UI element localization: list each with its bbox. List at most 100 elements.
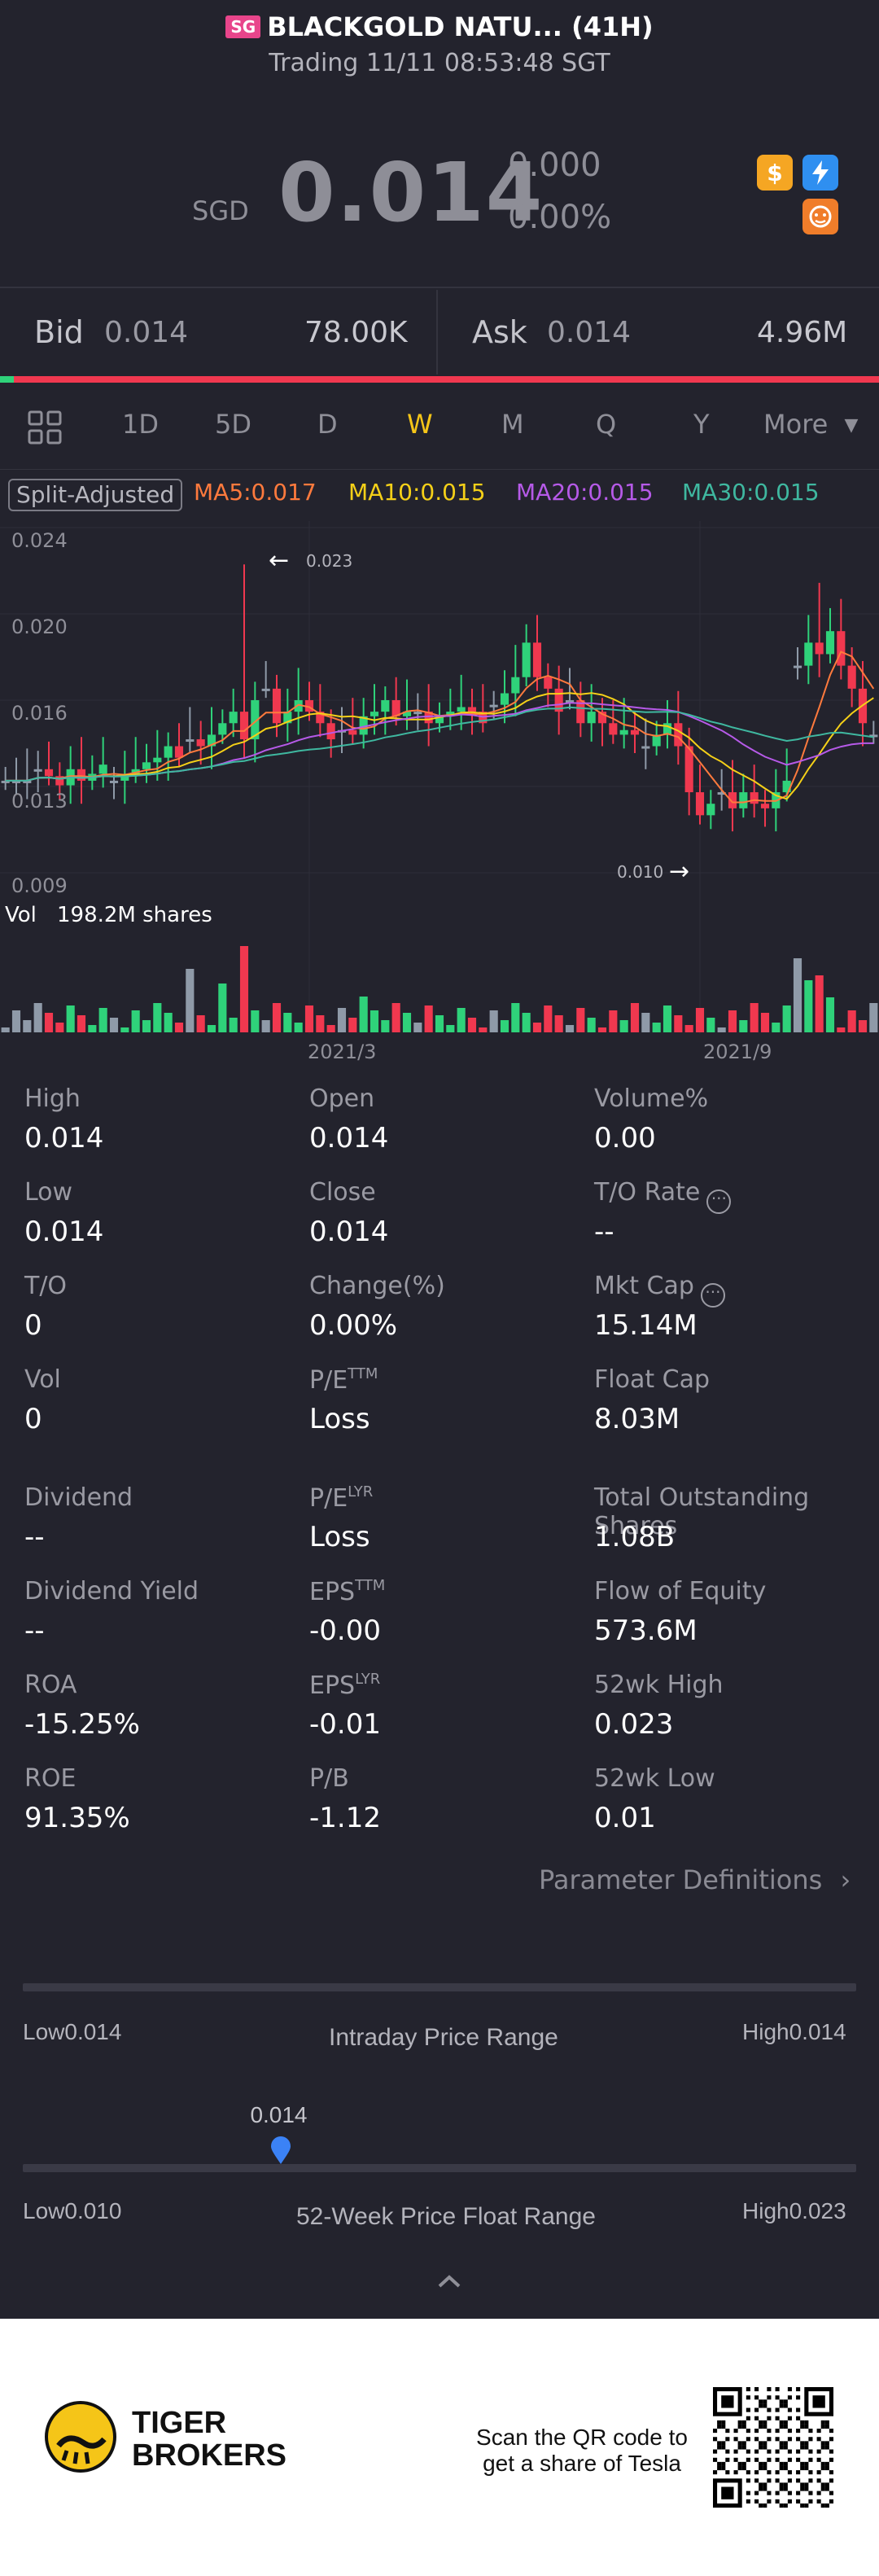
candle-body [142,762,151,769]
tab-5d[interactable]: 5D [215,409,251,440]
ma10-line [5,692,874,800]
week52-high-value: 0.023 [789,2198,846,2223]
qr-module [721,2465,726,2471]
brand-line1: TIGER [132,2406,227,2440]
candle-body [532,642,542,677]
qr-module [800,2486,805,2491]
tab-1d[interactable]: 1D [122,409,159,440]
tabs-divider [0,469,879,470]
volume-bar [316,1015,325,1032]
qr-module [804,2445,809,2450]
volume-bar [381,1020,390,1032]
qr-module [746,2491,750,2495]
qr-module [763,2503,767,2508]
qr-module [800,2441,805,2446]
qr-module [783,2420,788,2425]
candle-body [837,631,846,666]
qr-module [721,2461,726,2466]
volume-label: Vol [5,903,37,927]
qr-module [800,2445,805,2450]
candle-body [391,700,400,716]
qr-module [796,2429,801,2434]
qr-module [820,2465,825,2471]
volume-bar [641,1013,650,1032]
stock-title: SG BLACKGOLD NATU... (41H) [0,11,879,42]
stat-label-superscript: LYR [355,1671,381,1688]
candle-body [609,723,618,735]
dollar-icon[interactable]: $ [757,155,793,191]
scan-prompt: Scan the QR code to get a share of Tesla [456,2425,708,2477]
tiger-face-icon[interactable] [802,199,838,234]
qr-module [804,2424,809,2429]
intraday-low: Low0.014 [23,2019,121,2045]
stat-value-dividend: -- [24,1521,45,1553]
tab-q[interactable]: Q [596,409,617,440]
parameter-definitions-link[interactable]: Parameter Definitions › [539,1864,851,1895]
qr-module [717,2461,722,2466]
volume-bar [446,1025,455,1032]
tab-w[interactable]: W [407,409,433,440]
volume-bar [283,1013,292,1032]
chart-mode-icon[interactable] [28,410,62,445]
qr-module [721,2395,734,2408]
stat-value-t-o-rate: -- [594,1216,614,1248]
qr-module [804,2503,809,2508]
lightning-icon[interactable] [802,155,838,191]
qr-code-icon[interactable] [713,2387,833,2508]
bid-ask-ratio-bar [0,376,879,383]
more-info-icon[interactable]: ··· [706,1189,732,1214]
ask-price: 0.014 [547,316,632,349]
stat-value-open: 0.014 [309,1122,389,1154]
qr-module [820,2420,825,2425]
candle-body [251,700,260,740]
tab-m[interactable]: M [501,409,524,440]
candle-body [554,688,563,712]
qr-module [787,2449,792,2454]
intraday-high-value: 0.014 [789,2019,846,2044]
split-adjusted-toggle[interactable]: Split-Adjusted [8,479,183,511]
tab-more-label: More [763,409,829,440]
qr-module [737,2420,742,2425]
stat-label-dividend-yield: Dividend Yield [24,1577,199,1606]
qr-module [763,2486,767,2491]
stat-label-text: Mkt Cap [594,1272,694,1300]
volume-bar [66,1005,75,1032]
week52-high: High0.023 [742,2198,846,2224]
week52-low-value: 0.010 [64,2198,122,2223]
qr-module [746,2449,750,2454]
candle-body [174,746,184,758]
qr-module [779,2441,784,2446]
stat-value-eps-lyr: -0.01 [309,1708,381,1741]
qr-module [796,2407,801,2412]
min-annotation: 0.010 [617,862,663,882]
volume-bar [674,1015,683,1032]
stat-label-text: Change(%) [309,1272,445,1300]
tab-more[interactable]: More ▼ [763,409,858,440]
stat-label-close: Close [309,1178,376,1207]
volume-bar [793,958,802,1032]
tab-y[interactable]: Y [693,409,710,440]
qr-module [800,2482,805,2487]
qr-module [767,2478,772,2483]
qr-module [779,2465,784,2471]
chevron-up-icon[interactable] [435,2272,464,2291]
price-change-pct: 0.00% [508,199,612,236]
volume-bar [522,1013,531,1032]
tab-d[interactable]: D [317,409,338,440]
qr-module [737,2465,742,2471]
stat-label-eps-ttm: EPSTTM [309,1577,385,1606]
more-info-icon[interactable]: ··· [700,1283,725,1308]
volume-bar [500,1020,509,1032]
qr-module [754,2449,759,2454]
candle-body [316,712,325,724]
qr-module [808,2470,813,2475]
qr-module [787,2387,792,2392]
stat-label-p-e-lyr: P/ELYR [309,1483,373,1513]
volume-bar [609,1010,618,1032]
volume-bar [55,1023,64,1032]
qr-module [808,2457,813,2462]
stat-label-text: Vol [24,1365,61,1394]
volume-bar [760,1013,770,1032]
qr-module [808,2449,813,2454]
candlestick-chart[interactable]: 0.024 0.020 0.016 0.013 0.009 ← 0.023 0.… [0,521,879,1067]
